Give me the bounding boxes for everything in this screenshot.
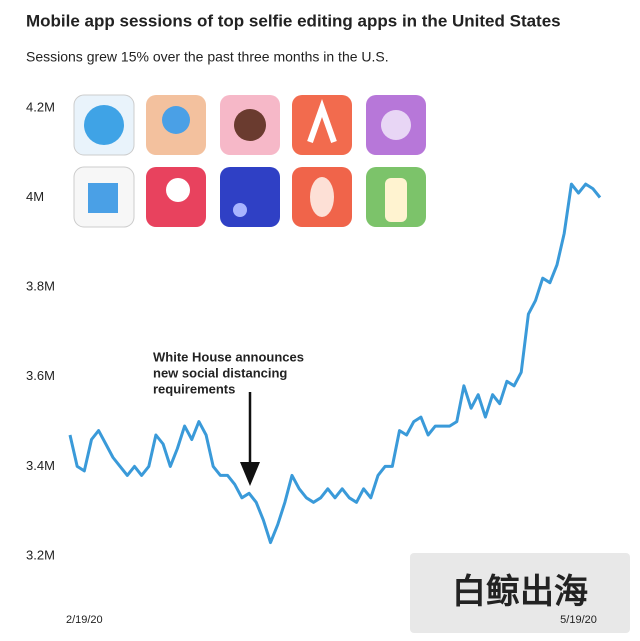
y-tick-label: 3.4M <box>26 458 55 473</box>
y-tick-label: 3.6M <box>26 368 55 383</box>
y-tick-label: 3.2M <box>26 547 55 562</box>
chart-title: Mobile app sessions of top selfie editin… <box>26 11 561 30</box>
annotation: new social distancing <box>153 365 287 380</box>
app-icons <box>73 94 426 228</box>
series-line <box>68 182 602 545</box>
y-tick-label: 4.2M <box>26 99 55 114</box>
y-tick-label: 4M <box>26 189 44 204</box>
x-tick-label: 5/19/20 <box>560 614 597 626</box>
annotation-arrow-head <box>240 462 260 486</box>
y-tick-label: 3.8M <box>26 279 55 294</box>
chart-subtitle: Sessions grew 15% over the past three mo… <box>26 49 389 65</box>
annotation: requirements <box>153 381 235 396</box>
watermark: 白鲸出海 <box>410 553 630 633</box>
watermark-text: 白鲸出海 <box>452 573 588 611</box>
annotation: White House announces <box>153 349 304 364</box>
x-tick-label: 2/19/20 <box>66 614 103 626</box>
